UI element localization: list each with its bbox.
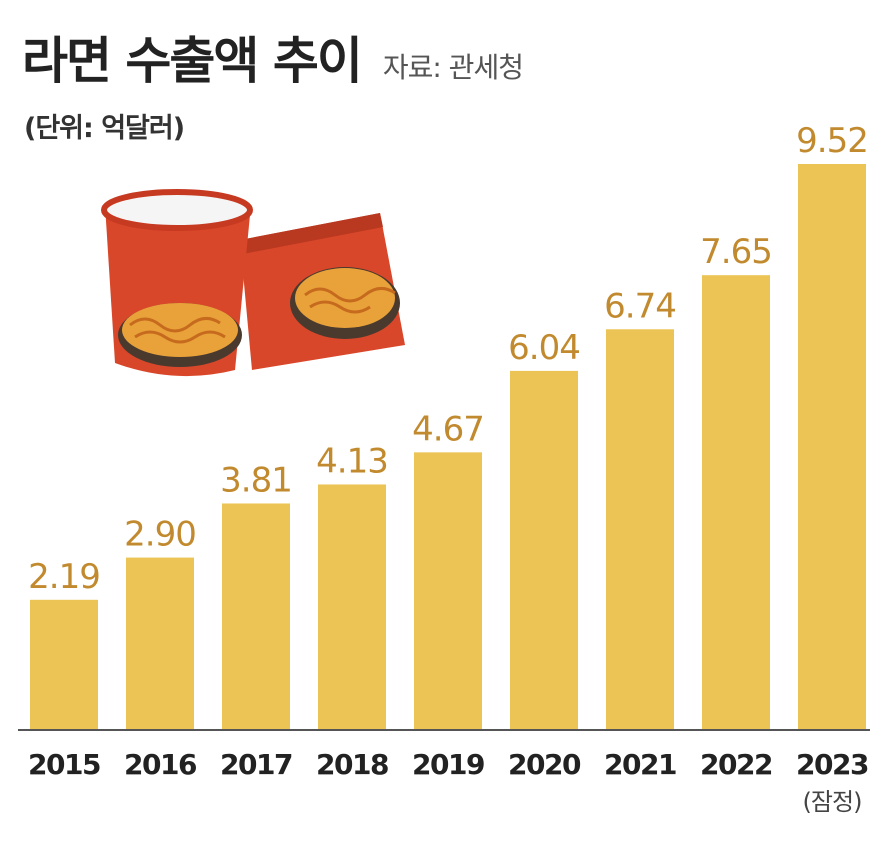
ramen-cup-icon bbox=[101, 189, 253, 377]
bar bbox=[606, 329, 674, 730]
x-tick-label: 2022 bbox=[700, 748, 772, 781]
ramen-illustration-icon bbox=[101, 189, 405, 377]
x-tick-label: 2017 bbox=[220, 748, 292, 781]
unit-label: (단위: 억달러) bbox=[24, 113, 185, 144]
bar bbox=[414, 452, 482, 730]
value-label: 6.04 bbox=[508, 328, 580, 368]
value-label: 6.74 bbox=[604, 286, 676, 326]
bar bbox=[222, 503, 290, 730]
value-label: 4.67 bbox=[412, 409, 484, 449]
x-tick-label: 2020 bbox=[508, 748, 581, 781]
value-label: 9.52 bbox=[796, 121, 868, 161]
x-tick-note: (잠정) bbox=[803, 788, 862, 816]
bar bbox=[126, 557, 194, 730]
x-tick-label: 2023 bbox=[796, 748, 868, 781]
x-tick-label: 2021 bbox=[604, 748, 676, 781]
value-label: 2.19 bbox=[28, 557, 100, 597]
value-label: 4.13 bbox=[316, 441, 388, 481]
x-tick-label: 2019 bbox=[412, 748, 484, 781]
x-tick-label: 2018 bbox=[316, 748, 388, 781]
bar bbox=[510, 370, 578, 730]
bar bbox=[702, 275, 770, 730]
data-source: 자료: 관세청 bbox=[382, 51, 524, 84]
bar bbox=[798, 164, 866, 730]
header: 라면 수출액 추이 자료: 관세청 bbox=[22, 26, 524, 90]
x-tick-label: 2015 bbox=[28, 748, 100, 781]
value-label: 3.81 bbox=[220, 460, 292, 500]
ramen-package-icon bbox=[240, 213, 405, 370]
value-label: 2.90 bbox=[124, 515, 196, 555]
bar bbox=[30, 599, 98, 730]
bar bbox=[318, 484, 386, 730]
value-label: 7.65 bbox=[700, 232, 772, 272]
x-tick-label: 2016 bbox=[124, 748, 196, 781]
chart-title: 라면 수출액 추이 bbox=[22, 32, 363, 90]
